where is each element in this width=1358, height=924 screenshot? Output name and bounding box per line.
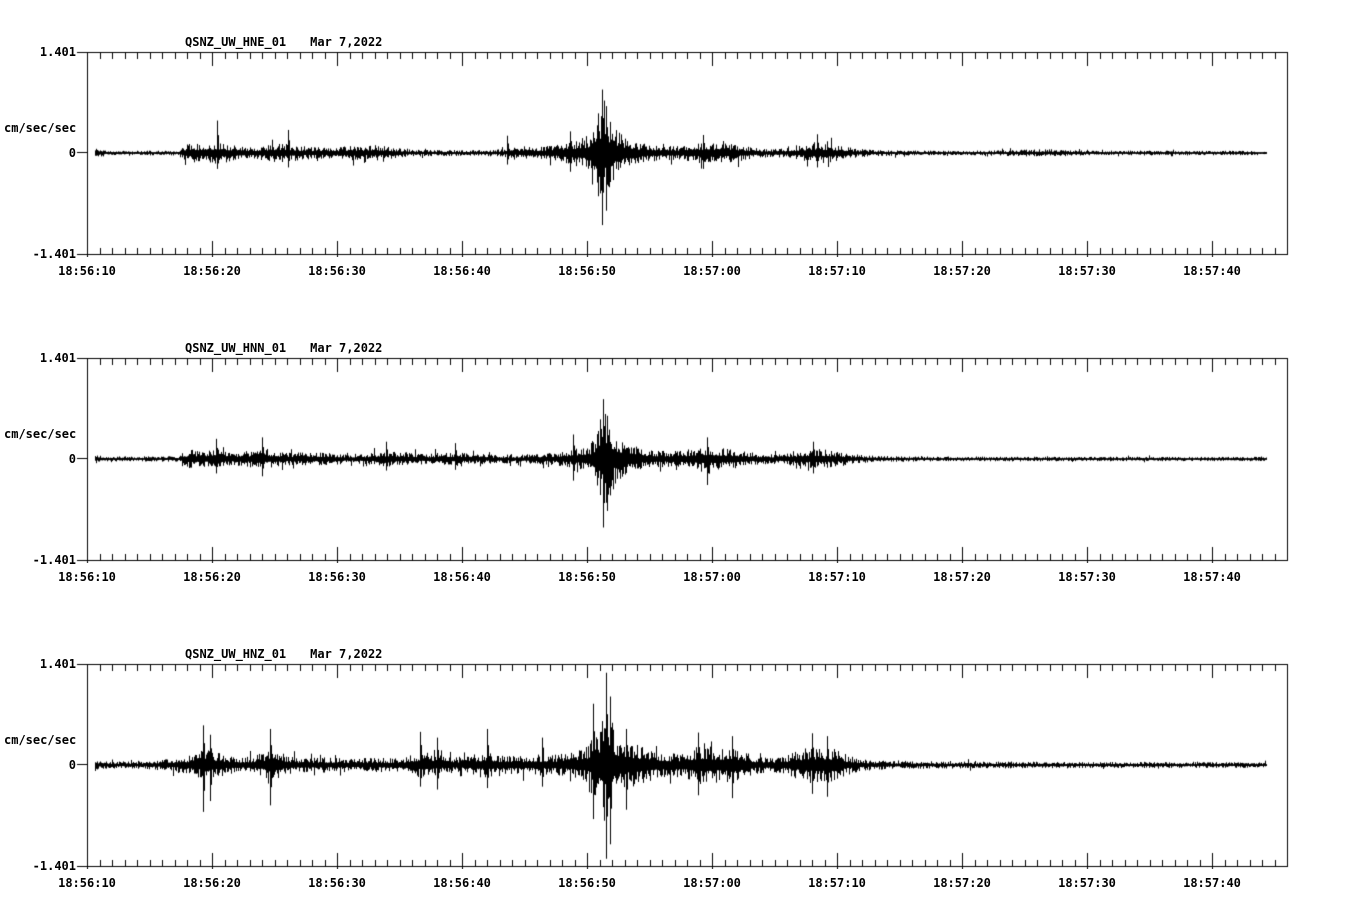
x-tick-label: 18:56:30 xyxy=(308,264,366,278)
x-tick-label: 18:57:00 xyxy=(683,570,741,584)
x-tick-label: 18:56:50 xyxy=(558,264,616,278)
y-axis-unit-label: cm/sec/sec xyxy=(4,121,77,135)
x-tick-label: 18:56:30 xyxy=(308,570,366,584)
x-tick-label: 18:57:10 xyxy=(808,876,866,890)
waveform-canvas-hnz xyxy=(75,663,1290,869)
y-axis-min-label: -1.401 xyxy=(32,859,76,873)
waveform-canvas-hne xyxy=(75,51,1290,257)
x-tick-label: 18:57:40 xyxy=(1183,264,1241,278)
x-tick-label: 18:57:30 xyxy=(1058,876,1116,890)
station-label: QSNZ_UW_HNN_01 xyxy=(185,341,287,355)
date-label: Mar 7,2022 xyxy=(310,341,383,355)
x-tick-label: 18:57:00 xyxy=(683,876,741,890)
y-axis-unit-label: cm/sec/sec xyxy=(4,427,77,441)
x-tick-label: 18:57:20 xyxy=(933,570,991,584)
date-label: Mar 7,2022 xyxy=(310,35,383,49)
x-tick-label: 18:56:10 xyxy=(58,570,116,584)
x-tick-label: 18:56:20 xyxy=(183,876,241,890)
date-label: Mar 7,2022 xyxy=(310,647,383,661)
seismo-plot-hnn: QSNZ_UW_HNN_01 Mar 7,2022 1.401 cm/sec/se… xyxy=(0,341,1358,617)
y-axis-min-label: -1.401 xyxy=(32,553,76,567)
x-tick-label: 18:57:20 xyxy=(933,876,991,890)
plot-title: QSNZ_UW_HNN_01 Mar 7,2022 xyxy=(185,341,382,355)
y-axis-zero-label: 0 xyxy=(68,758,76,772)
x-tick-label: 18:56:30 xyxy=(308,876,366,890)
y-axis-zero-label: 0 xyxy=(68,452,76,466)
y-axis-min-label: -1.401 xyxy=(32,247,76,261)
x-tick-label: 18:57:00 xyxy=(683,264,741,278)
x-tick-label: 18:57:30 xyxy=(1058,264,1116,278)
y-axis-zero-label: 0 xyxy=(68,146,76,160)
waveform-canvas-hnn xyxy=(75,357,1290,563)
station-label: QSNZ_UW_HNE_01 xyxy=(185,35,287,49)
station-label: QSNZ_UW_HNZ_01 xyxy=(185,647,287,661)
y-axis-max-label: 1.401 xyxy=(39,657,76,671)
x-tick-label: 18:57:10 xyxy=(808,570,866,584)
y-axis-unit-label: cm/sec/sec xyxy=(4,733,77,747)
x-tick-label: 18:56:10 xyxy=(58,876,116,890)
x-tick-label: 18:57:30 xyxy=(1058,570,1116,584)
x-tick-label: 18:56:40 xyxy=(433,264,491,278)
seismo-plot-hne: QSNZ_UW_HNE_01 Mar 7,2022 1.401 cm/sec/se… xyxy=(0,35,1358,311)
plot-title: QSNZ_UW_HNZ_01 Mar 7,2022 xyxy=(185,647,382,661)
x-tick-label: 18:56:50 xyxy=(558,570,616,584)
x-tick-label: 18:56:20 xyxy=(183,264,241,278)
x-tick-label: 18:56:10 xyxy=(58,264,116,278)
x-axis-labels: 18:56:10 18:56:20 18:56:30 18:56:40 18:56:50… xyxy=(0,876,1358,892)
x-tick-label: 18:56:40 xyxy=(433,876,491,890)
x-tick-label: 18:57:10 xyxy=(808,264,866,278)
x-tick-label: 18:57:40 xyxy=(1183,876,1241,890)
plot-title: QSNZ_UW_HNE_01 Mar 7,2022 xyxy=(185,35,382,49)
x-tick-label: 18:56:40 xyxy=(433,570,491,584)
x-tick-label: 18:57:40 xyxy=(1183,570,1241,584)
x-axis-labels: 18:56:10 18:56:20 18:56:30 18:56:40 18:56:50… xyxy=(0,570,1358,586)
x-tick-label: 18:57:20 xyxy=(933,264,991,278)
x-axis-labels: 18:56:10 18:56:20 18:56:30 18:56:40 18:56:50… xyxy=(0,264,1358,280)
x-tick-label: 18:56:20 xyxy=(183,570,241,584)
seismo-plot-hnz: QSNZ_UW_HNZ_01 Mar 7,2022 1.401 cm/sec/se… xyxy=(0,647,1358,923)
y-axis-max-label: 1.401 xyxy=(39,45,76,59)
x-tick-label: 18:56:50 xyxy=(558,876,616,890)
y-axis-max-label: 1.401 xyxy=(39,351,76,365)
